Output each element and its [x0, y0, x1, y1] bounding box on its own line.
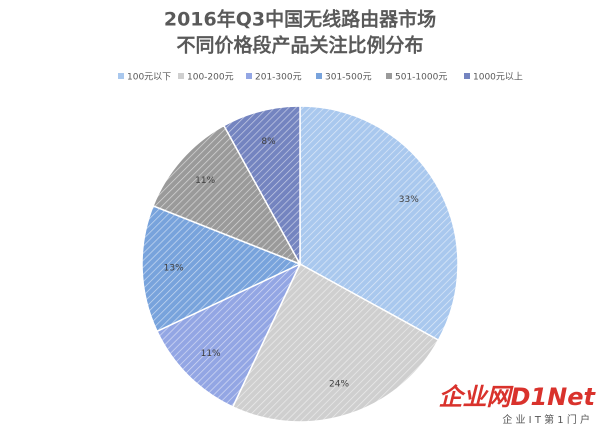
legend-swatch: [316, 73, 322, 79]
pie-slice: [231, 262, 440, 423]
legend-label: 501-1000元: [395, 73, 447, 83]
legend-label: 1000元以上: [473, 72, 523, 83]
pie-slice: [141, 204, 302, 333]
legend-label: 201-300元: [255, 73, 302, 83]
data-label: 13%: [164, 263, 184, 273]
legend-label: 100元以下: [127, 73, 171, 83]
data-label: 33%: [399, 195, 419, 205]
pie-slice: [152, 124, 302, 266]
legend-swatch: [246, 73, 252, 79]
pie-slice: [156, 262, 302, 408]
legend-swatch: [178, 73, 184, 79]
chart-title: 不同价格段产品关注比例分布: [176, 34, 423, 57]
legend-label: 301-500元: [325, 73, 372, 83]
pie-slice: [222, 105, 301, 265]
data-label: 11%: [195, 176, 215, 186]
legend-label: 100-200元: [187, 73, 234, 83]
pie-slice: [299, 105, 459, 342]
data-label: 8%: [261, 137, 276, 147]
legend-swatch: [386, 73, 392, 79]
data-label: 24%: [329, 380, 349, 390]
legend-swatch: [464, 73, 470, 79]
watermark: 企业网D1Net: [439, 383, 597, 411]
legend-swatch: [118, 73, 124, 79]
data-label: 11%: [201, 349, 221, 359]
watermark-subtitle: 企 业 I T 第 1 门 户: [502, 413, 590, 426]
chart-title: 2016年Q3中国无线路由器市场: [164, 8, 436, 31]
